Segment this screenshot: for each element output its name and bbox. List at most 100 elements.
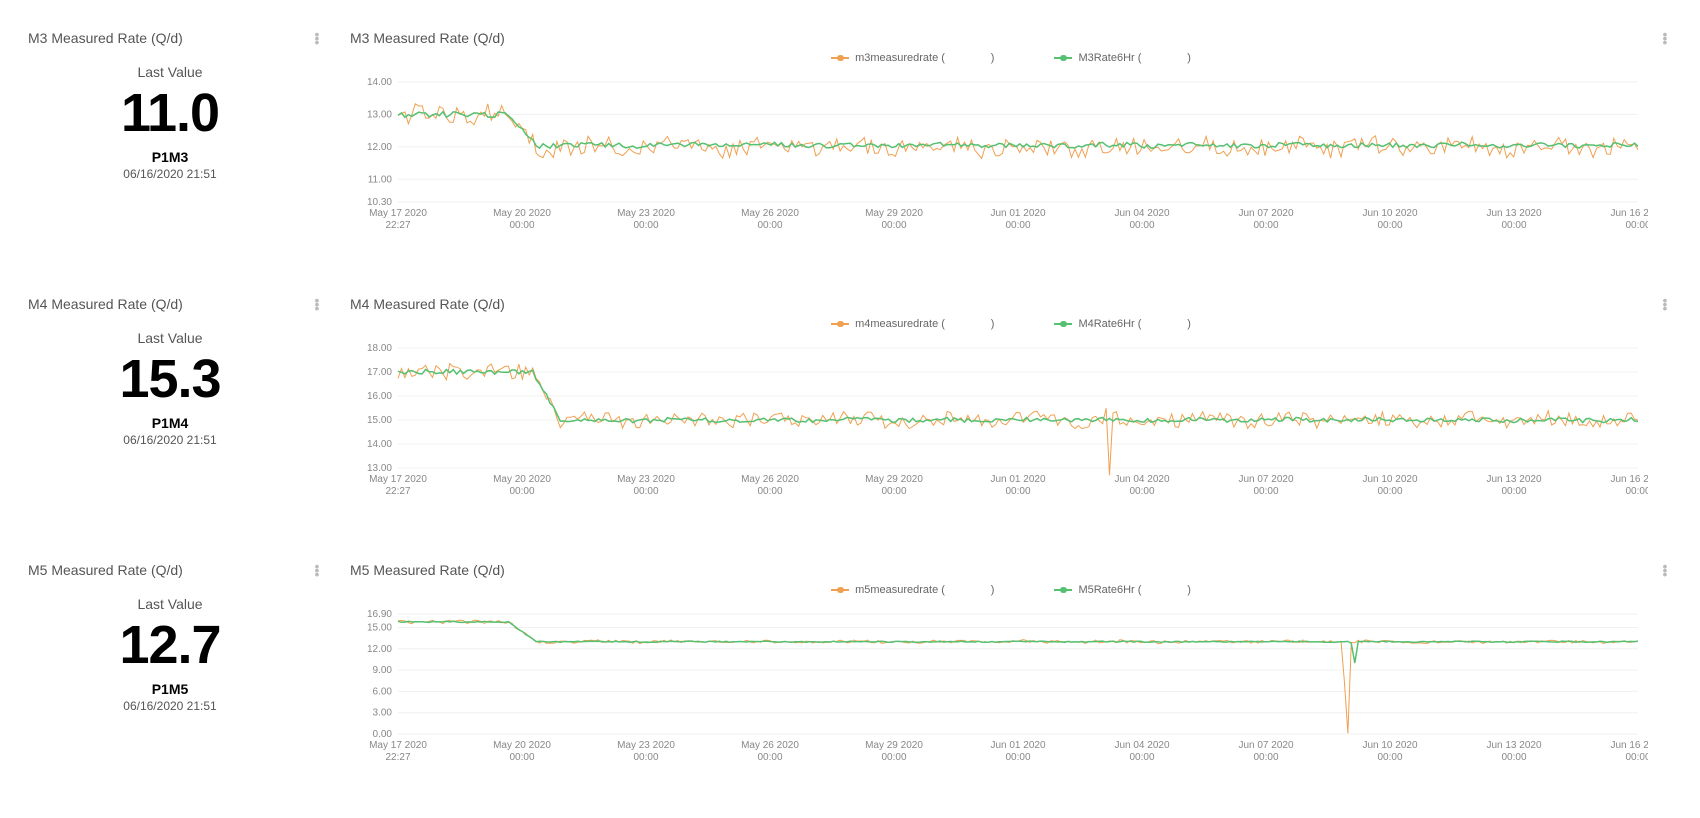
dashboard: ••• M3 Measured Rate (Q/d) Last Value 11… [0,0,1700,818]
card-menu-icon[interactable]: ••• [310,564,324,580]
legend-item[interactable]: .legend-swatch::after{background:inherit… [1054,318,1190,330]
svg-text:May 20 2020: May 20 2020 [493,208,551,219]
card-value: 12.7 [28,616,312,675]
svg-text:Jun 01 2020: Jun 01 2020 [990,474,1045,485]
svg-text:17.00: 17.00 [367,367,392,378]
svg-text:00:00: 00:00 [1005,486,1030,497]
svg-text:00:00: 00:00 [1253,486,1278,497]
svg-text:Jun 16 2020: Jun 16 2020 [1610,740,1648,751]
svg-text:13.00: 13.00 [367,463,392,474]
svg-text:13.00: 13.00 [367,109,392,120]
svg-text:May 23 2020: May 23 2020 [617,208,675,219]
card-menu-icon[interactable]: ••• [310,32,324,48]
svg-text:00:00: 00:00 [1005,752,1030,763]
svg-text:Jun 16 2020: Jun 16 2020 [1610,474,1648,485]
card-subtitle: Last Value [28,330,312,346]
svg-text:May 26 2020: May 26 2020 [741,208,799,219]
svg-text:00:00: 00:00 [1253,752,1278,763]
svg-text:Jun 16 2020: Jun 16 2020 [1610,208,1648,219]
svg-text:00:00: 00:00 [633,220,658,231]
svg-text:Jun 13 2020: Jun 13 2020 [1486,740,1541,751]
card-timestamp: 06/16/2020 21:51 [28,167,312,181]
legend-label: M4Rate6Hr ( ) [1078,318,1190,330]
timeseries-chart[interactable]: 13.0014.0015.0016.0017.0018.00 May 17 20… [350,330,1648,512]
svg-text:00:00: 00:00 [881,752,906,763]
svg-text:Jun 07 2020: Jun 07 2020 [1238,740,1293,751]
legend-label: m4measuredrate ( ) [855,318,994,330]
svg-text:00:00: 00:00 [1129,752,1154,763]
svg-text:00:00: 00:00 [509,752,534,763]
svg-text:Jun 10 2020: Jun 10 2020 [1362,740,1417,751]
timeseries-chart[interactable]: 10.3011.0012.0013.0014.00 May 17 202022:… [350,64,1648,246]
legend-item[interactable]: .legend-swatch::after{background:inherit… [831,584,994,596]
svg-text:May 20 2020: May 20 2020 [493,740,551,751]
svg-text:00:00: 00:00 [1625,486,1648,497]
legend-item[interactable]: .legend-swatch::after{background:inherit… [1054,52,1190,64]
series-smooth [398,112,1638,149]
svg-text:00:00: 00:00 [1377,752,1402,763]
legend-item[interactable]: .legend-swatch::after{background:inherit… [1054,584,1190,596]
svg-text:16.90: 16.90 [367,609,392,620]
svg-text:15.00: 15.00 [367,622,392,633]
dashboard-row: ••• M4 Measured Rate (Q/d) Last Value 15… [0,276,1700,522]
svg-text:18.00: 18.00 [367,343,392,354]
svg-text:00:00: 00:00 [1377,486,1402,497]
chart-legend: .legend-swatch::after{background:inherit… [350,584,1672,596]
svg-text:May 29 2020: May 29 2020 [865,474,923,485]
legend-item[interactable]: .legend-swatch::after{background:inherit… [831,318,994,330]
svg-text:6.00: 6.00 [373,686,393,697]
svg-text:12.00: 12.00 [367,142,392,153]
svg-text:Jun 04 2020: Jun 04 2020 [1114,740,1169,751]
svg-text:Jun 04 2020: Jun 04 2020 [1114,474,1169,485]
card-subtitle: Last Value [28,64,312,80]
legend-label: M3Rate6Hr ( ) [1078,52,1190,64]
svg-text:00:00: 00:00 [1129,220,1154,231]
svg-text:May 20 2020: May 20 2020 [493,474,551,485]
card-menu-icon[interactable]: ••• [310,298,324,314]
svg-text:00:00: 00:00 [1253,220,1278,231]
timeseries-chart[interactable]: 0.003.006.009.0012.0015.0016.90 May 17 2… [350,596,1648,778]
svg-text:22:27: 22:27 [385,752,410,763]
svg-text:14.00: 14.00 [367,439,392,450]
svg-text:00:00: 00:00 [509,220,534,231]
chart-menu-icon[interactable]: ••• [1658,564,1672,580]
svg-text:00:00: 00:00 [633,752,658,763]
card-title: M3 Measured Rate (Q/d) [28,30,312,46]
value-card: ••• M3 Measured Rate (Q/d) Last Value 11… [0,10,340,191]
svg-text:15.00: 15.00 [367,415,392,426]
svg-text:00:00: 00:00 [1625,220,1648,231]
svg-text:00:00: 00:00 [1625,752,1648,763]
card-tag: P1M4 [28,415,312,431]
chart-legend: .legend-swatch::after{background:inherit… [350,52,1672,64]
svg-text:Jun 13 2020: Jun 13 2020 [1486,208,1541,219]
svg-text:May 17 2020: May 17 2020 [369,740,427,751]
svg-text:May 23 2020: May 23 2020 [617,740,675,751]
svg-text:00:00: 00:00 [509,486,534,497]
card-tag: P1M3 [28,149,312,165]
svg-text:00:00: 00:00 [1005,220,1030,231]
svg-text:22:27: 22:27 [385,486,410,497]
chart-title: M3 Measured Rate (Q/d) [350,30,1672,46]
value-card: ••• M4 Measured Rate (Q/d) Last Value 15… [0,276,340,457]
svg-text:00:00: 00:00 [1501,220,1526,231]
svg-text:10.30: 10.30 [367,197,392,208]
chart-title: M4 Measured Rate (Q/d) [350,296,1672,312]
legend-item[interactable]: .legend-swatch::after{background:inherit… [831,52,994,64]
svg-text:22:27: 22:27 [385,220,410,231]
svg-text:Jun 01 2020: Jun 01 2020 [990,208,1045,219]
svg-text:00:00: 00:00 [1129,486,1154,497]
chart-menu-icon[interactable]: ••• [1658,32,1672,48]
svg-text:Jun 07 2020: Jun 07 2020 [1238,474,1293,485]
svg-text:May 23 2020: May 23 2020 [617,474,675,485]
chart-menu-icon[interactable]: ••• [1658,298,1672,314]
svg-text:May 17 2020: May 17 2020 [369,208,427,219]
dashboard-row: ••• M3 Measured Rate (Q/d) Last Value 11… [0,10,1700,256]
svg-text:00:00: 00:00 [757,752,782,763]
svg-text:00:00: 00:00 [881,486,906,497]
card-title: M5 Measured Rate (Q/d) [28,562,312,578]
svg-text:11.00: 11.00 [368,174,393,185]
svg-text:May 29 2020: May 29 2020 [865,208,923,219]
svg-text:Jun 07 2020: Jun 07 2020 [1238,208,1293,219]
card-timestamp: 06/16/2020 21:51 [28,699,312,713]
chart-panel: ••• M5 Measured Rate (Q/d) .legend-swatc… [340,542,1700,788]
